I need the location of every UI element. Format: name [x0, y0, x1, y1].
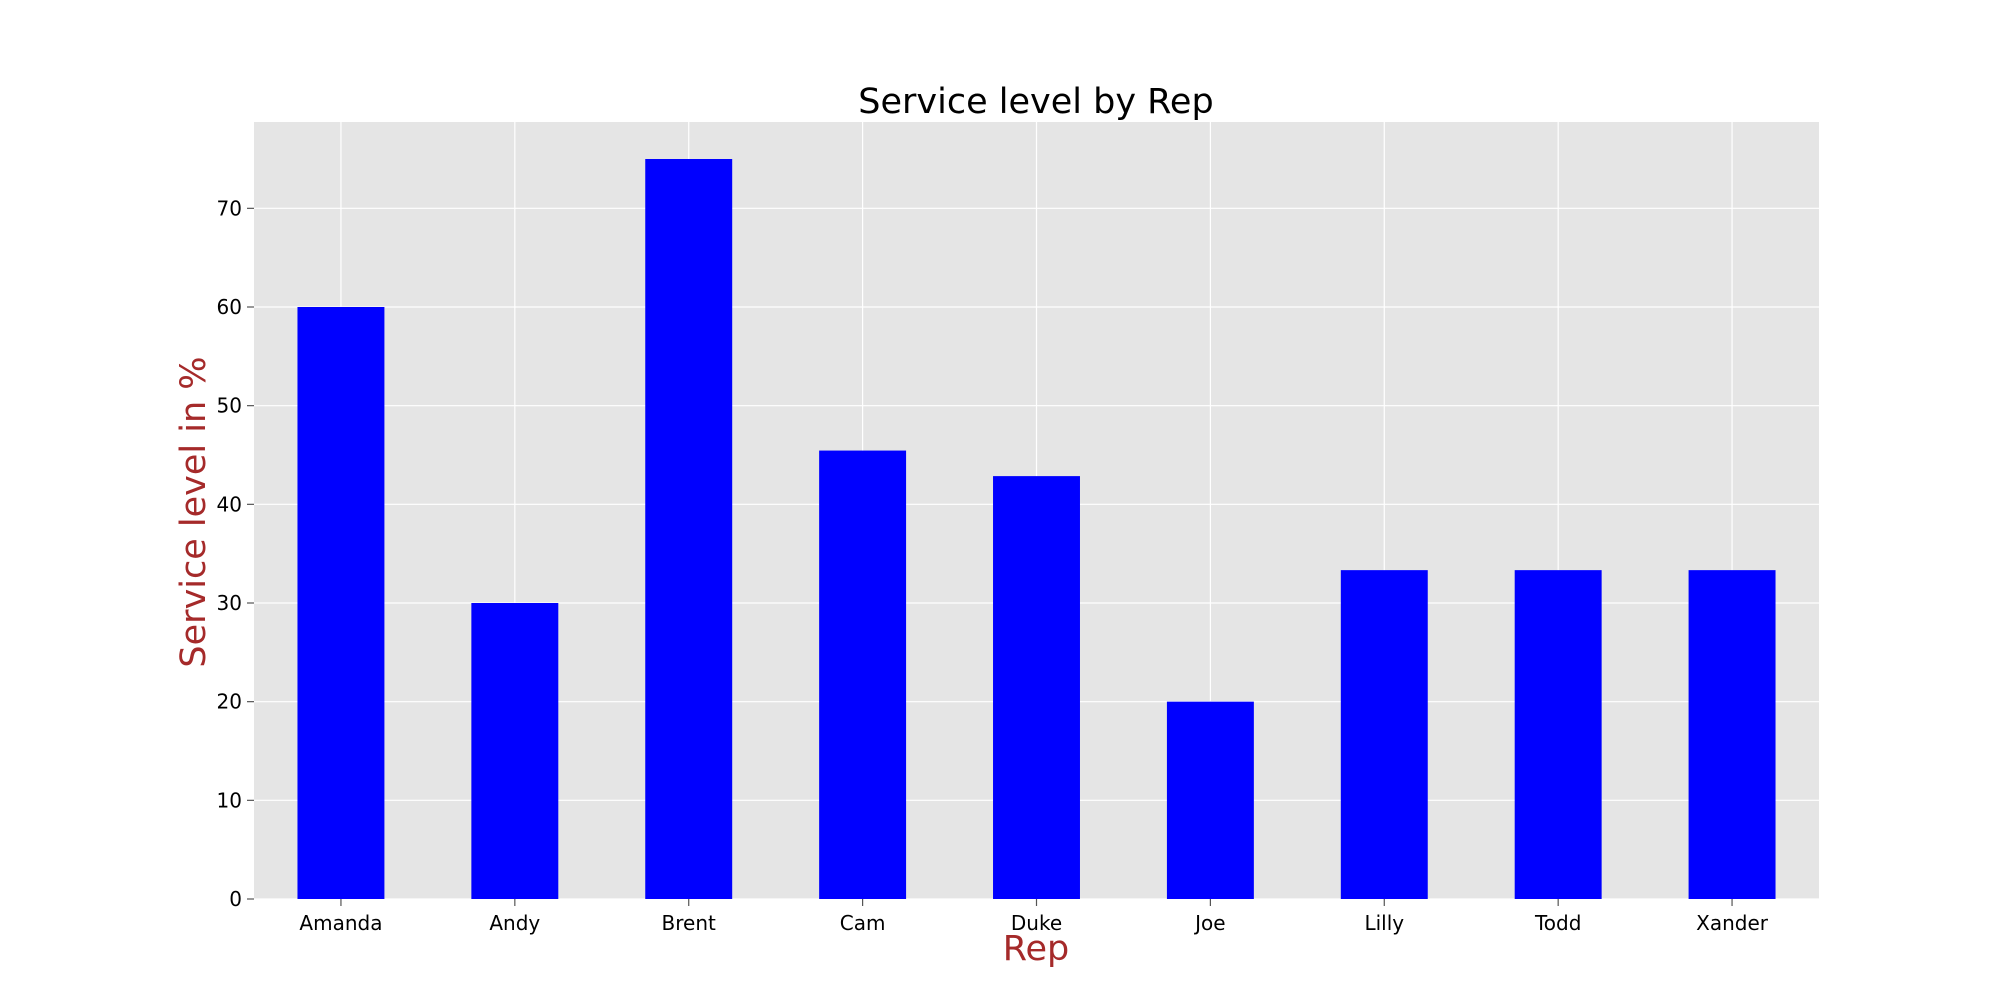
y-tick-label: 70 — [217, 196, 242, 220]
y-tick-label: 40 — [217, 492, 242, 516]
bar-amanda — [297, 307, 385, 899]
bar-andy — [471, 603, 559, 899]
bar-cam — [819, 450, 907, 899]
y-tick-label: 30 — [217, 591, 242, 615]
x-tick-label: Brent — [662, 911, 716, 935]
y-tick-label: 0 — [229, 887, 242, 911]
x-tick-label: Amanda — [299, 911, 382, 935]
axes: 0 10 20 30 40 50 60 70 Amanda Andy Brent Cam Duke Joe… — [217, 196, 1769, 935]
x-tick-label: Cam — [840, 911, 886, 935]
y-tick-label: 60 — [217, 295, 242, 319]
bar-brent — [645, 159, 733, 899]
bar-joe — [1166, 701, 1254, 899]
bar-lilly — [1340, 570, 1428, 899]
x-tick-label: Duke — [1011, 911, 1062, 935]
bar-todd — [1514, 570, 1602, 899]
bars — [297, 159, 1776, 899]
bar-xander — [1688, 570, 1776, 899]
x-tick-label: Todd — [1534, 911, 1581, 935]
y-axis-label: Service level in % — [174, 356, 214, 667]
x-tick-label: Lilly — [1364, 911, 1404, 935]
x-tick-label: Andy — [489, 911, 540, 935]
x-tick-label: Joe — [1193, 911, 1225, 935]
x-tick-label: Xander — [1696, 911, 1769, 935]
chart-title: Service level by Rep — [858, 82, 1213, 122]
y-tick-label: 50 — [217, 394, 242, 418]
bar-duke — [993, 476, 1080, 899]
y-tick-label: 20 — [217, 690, 242, 714]
x-axis-label: Rep — [1003, 929, 1070, 969]
y-tick-label: 10 — [217, 788, 242, 812]
